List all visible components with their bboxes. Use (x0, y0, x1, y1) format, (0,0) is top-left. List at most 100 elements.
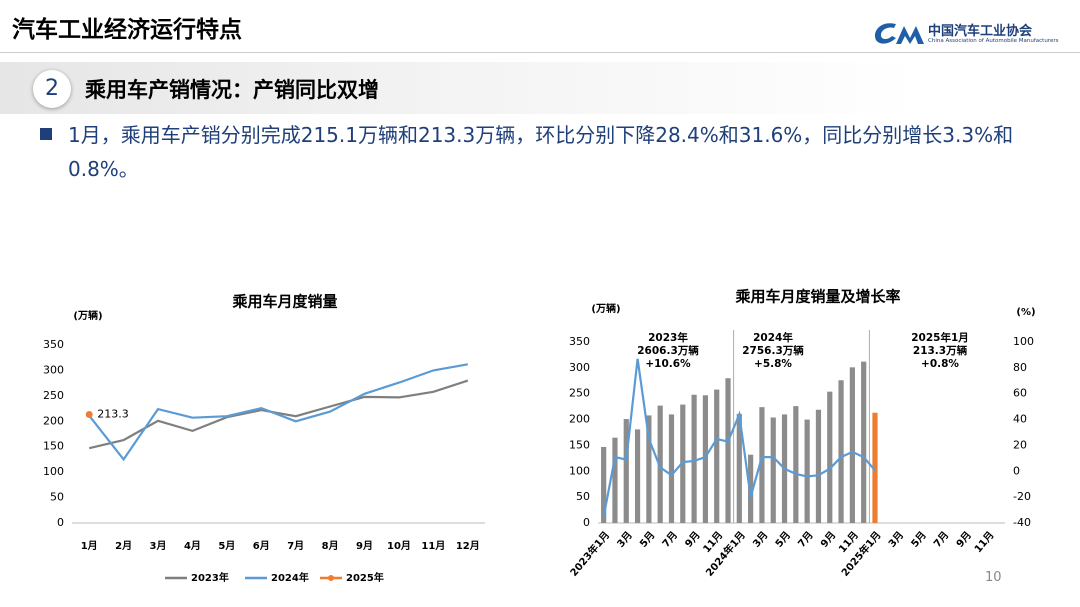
y2-tick-label: 100 (1013, 335, 1034, 348)
y-tick-label: 350 (569, 335, 590, 348)
y-axis-label: (万辆) (73, 309, 102, 322)
x-tick-label: 9月 (818, 529, 838, 550)
bar (623, 419, 629, 523)
bar (736, 413, 742, 523)
bar (793, 406, 799, 523)
annotation: +10.6% (645, 358, 691, 370)
y-tick-label: 250 (43, 389, 64, 402)
y-tick-label: 150 (569, 438, 590, 451)
annotation: 2023年 (648, 331, 688, 344)
annotation: +5.8% (754, 358, 792, 370)
x-tick-label: 3月 (615, 529, 635, 550)
y-tick-label: 50 (50, 491, 64, 504)
x-tick-label: 12月 (456, 540, 480, 552)
x-tick-label: 7月 (931, 529, 951, 550)
x-tick-label: 11月 (421, 540, 445, 552)
y-tick-label: 350 (43, 338, 64, 351)
x-tick-label: 4月 (184, 540, 201, 552)
bullet-text: 1月，乘用车产销分别完成215.1万辆和213.3万辆，环比分别下降28.4%和… (68, 123, 1014, 181)
x-tick-label: 8月 (322, 540, 339, 552)
x-tick-label: 1月 (81, 540, 98, 552)
bar (872, 412, 878, 523)
x-tick-label: 5月 (637, 529, 657, 550)
x-tick-label: 9月 (954, 529, 974, 550)
x-tick-label: 10月 (387, 540, 411, 552)
x-tick-label: 3月 (886, 529, 906, 550)
logo-text: 中国汽车工业协会 (928, 24, 1033, 39)
y-tick-label: 100 (43, 465, 64, 478)
y-tick-label: 200 (569, 413, 590, 426)
x-tick-label: 3月 (750, 529, 770, 550)
annotation: 2756.3万辆 (742, 344, 804, 357)
y-tick-label: 250 (569, 387, 590, 400)
annotation: 2606.3万辆 (637, 344, 699, 357)
section-title: 乘用车产销情况：产销同比双增 (85, 78, 379, 102)
logo-mark (874, 23, 924, 44)
y-tick-label: 100 (569, 464, 590, 477)
bar (634, 429, 641, 523)
x-tick-label: 9月 (683, 529, 703, 550)
header-rule (0, 52, 1080, 53)
bar (861, 361, 867, 523)
logo-subtext: China Association of Automobile Manufact… (928, 38, 1059, 44)
bar (601, 446, 607, 523)
y-tick-label: 0 (583, 516, 590, 529)
point (85, 411, 93, 419)
y-axis-label: (万辆) (591, 302, 620, 315)
bar (849, 367, 855, 523)
bullet-marker (40, 128, 52, 140)
slide-title: 汽车工业经济运行特点 (12, 17, 242, 43)
x-tick-label: 7月 (287, 540, 304, 552)
annotation: +0.8% (921, 358, 959, 370)
y2-tick-label: 20 (1013, 438, 1027, 451)
bar (612, 437, 618, 523)
x-tick-label: 7月 (796, 529, 816, 550)
bar (759, 407, 765, 523)
bar (725, 378, 731, 523)
line-series (88, 379, 469, 450)
chart-title: 乘用车月度销量及增长率 (734, 288, 900, 306)
x-tick-label: 2023年1月 (567, 529, 612, 579)
bar (646, 415, 652, 523)
x-tick-label: 2月 (115, 540, 132, 552)
bar (657, 405, 663, 523)
legend-label: 2025年 (346, 571, 384, 584)
x-tick-label: 5月 (218, 540, 235, 552)
bar (804, 419, 810, 523)
y-tick-label: 0 (57, 516, 64, 529)
x-tick-label: 7月 (660, 529, 680, 550)
line-series (88, 363, 468, 462)
annotation: 213.3万辆 (913, 344, 968, 357)
chart-title: 乘用车月度销量 (231, 293, 337, 311)
y-tick-label: 300 (43, 363, 64, 376)
y2-axis-label: (%) (1016, 307, 1035, 318)
y2-tick-label: 60 (1013, 387, 1027, 400)
bar (838, 380, 844, 523)
y-tick-label: 300 (569, 361, 590, 374)
bar (702, 395, 709, 523)
y2-tick-label: 0 (1013, 464, 1020, 477)
section-band (0, 62, 1080, 114)
annotation: 2025年1月 (911, 331, 969, 344)
y2-tick-label: 80 (1013, 361, 1027, 374)
x-tick-label: 5月 (773, 529, 793, 550)
page-number: 10 (985, 570, 1002, 585)
bar (748, 454, 754, 523)
legend-label: 2023年 (191, 571, 229, 584)
x-tick-label: 9月 (356, 540, 373, 552)
y2-tick-label: -20 (1013, 490, 1031, 503)
legend-label: 2024年 (271, 571, 309, 584)
x-tick-label: 3月 (150, 540, 167, 552)
y2-tick-label: -40 (1013, 516, 1031, 529)
bar (691, 394, 697, 523)
x-tick-label: 5月 (909, 529, 929, 550)
y-tick-label: 50 (576, 490, 590, 503)
section-number: 2 (33, 70, 71, 108)
bar (714, 389, 720, 523)
x-tick-label: 6月 (253, 540, 270, 552)
y2-tick-label: 40 (1013, 413, 1027, 426)
bar (770, 417, 776, 523)
bar (668, 414, 675, 523)
